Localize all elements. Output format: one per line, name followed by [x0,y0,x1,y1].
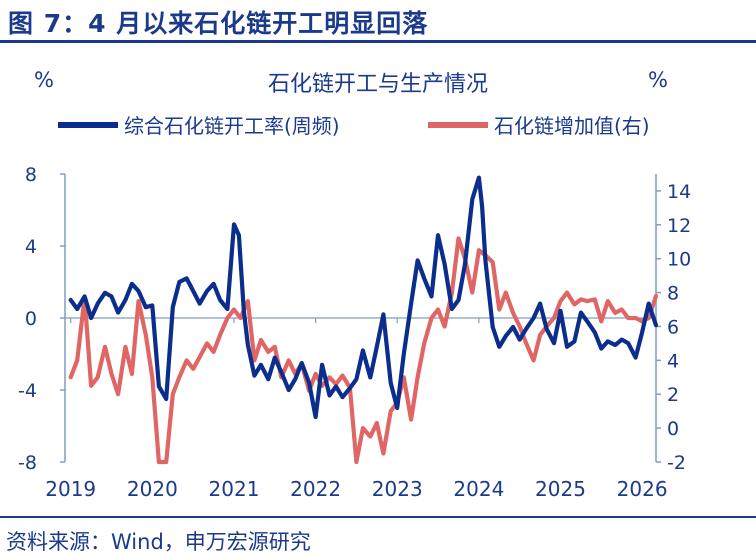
right-tick-label: 4 [667,350,679,372]
series-line-value-added [68,236,659,465]
x-tick-label: 2022 [290,477,341,501]
x-tick-label: 2020 [127,477,178,501]
right-axis-ticks: 14 12 10 8 6 4 2 0 -2 [656,181,691,474]
chart: 石化链开工与生产情况 % % 综合石化链开工率(周频) 石化链增加值(右) 8 4… [18,68,691,501]
figure-title: 图 7：4 月以来石化链开工明显回落 [8,9,429,38]
x-tick-label: 2024 [453,477,504,501]
title-rule [0,40,756,43]
left-tick-label: 8 [25,164,37,186]
left-tick-label: 0 [25,308,37,330]
right-tick-label: 2 [667,384,679,406]
x-tick-label: 2025 [535,477,586,501]
right-tick-label: 8 [667,283,679,305]
right-tick-label: 10 [667,249,691,271]
right-tick-label: -2 [667,452,686,474]
source-note: 资料来源：Wind，申万宏源研究 [6,530,311,554]
right-tick-label: 6 [667,316,679,338]
right-tick-label: 14 [667,181,691,203]
x-tick-label: 2023 [372,477,423,501]
source-rule [0,516,756,518]
right-tick-label: 0 [667,418,679,440]
left-tick-label: -4 [18,380,37,402]
series-line-operating-rate [68,175,659,420]
left-axis-unit: % [34,68,54,92]
left-tick-label: 4 [25,236,37,258]
legend: 综合石化链开工率(周频) 石化链增加值(右) [58,114,650,138]
left-axis-ticks: 8 4 0 -4 -8 [18,164,65,474]
right-tick-label: 12 [667,215,691,237]
right-axis-unit: % [648,68,668,92]
legend-label-series-2: 石化链增加值(右) [494,114,650,138]
x-axis-ticks: 2019 2020 2021 2022 2023 2024 2025 2026 [45,318,668,501]
x-tick-label: 2019 [45,477,96,501]
chart-title: 石化链开工与生产情况 [268,72,488,97]
x-tick-label: 2021 [209,477,260,501]
x-tick-label: 2026 [617,477,668,501]
left-tick-label: -8 [18,452,37,474]
legend-label-series-1: 综合石化链开工率(周频) [124,114,340,138]
